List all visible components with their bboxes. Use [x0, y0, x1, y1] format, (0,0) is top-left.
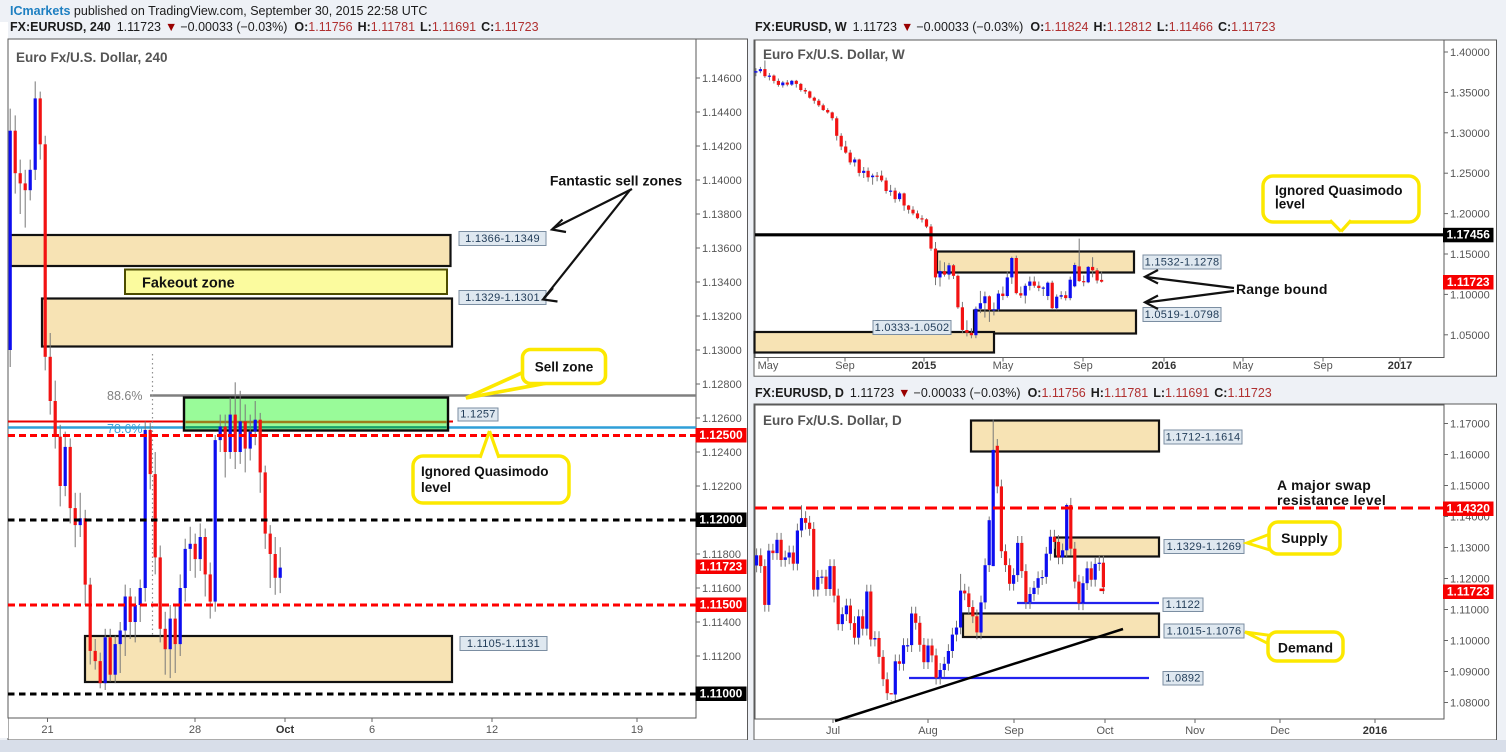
svg-text:1.15000: 1.15000 [1450, 249, 1490, 261]
svg-text:FX:EURUSD, D1.11723▼−0.00033 (: FX:EURUSD, D 1.11723 ▼ −0.00033 (−0.03%) O:1… [755, 386, 1272, 400]
svg-text:1.14600: 1.14600 [702, 73, 742, 85]
svg-text:Supply: Supply [1281, 530, 1328, 546]
svg-text:1.13000: 1.13000 [702, 345, 742, 357]
svg-text:level: level [1275, 197, 1305, 212]
svg-text:1.1122: 1.1122 [1166, 599, 1201, 611]
svg-text:Range bound: Range bound [1236, 281, 1328, 297]
svg-text:1.1329-1.1269: 1.1329-1.1269 [1167, 541, 1242, 553]
svg-text:1.14200: 1.14200 [702, 141, 742, 153]
svg-text:Oct: Oct [1096, 725, 1113, 737]
svg-text:1.11500: 1.11500 [700, 597, 743, 611]
svg-text:ICmarkets published on Trading: ICmarkets published on TradingView.com, … [10, 4, 427, 18]
svg-text:Sep: Sep [1073, 360, 1093, 372]
svg-text:Jul: Jul [826, 725, 840, 737]
svg-text:1.11400: 1.11400 [702, 617, 741, 629]
svg-text:resistance level: resistance level [1277, 492, 1386, 508]
svg-text:Fakeout zone: Fakeout zone [142, 276, 235, 292]
svg-text:1.12200: 1.12200 [702, 481, 742, 493]
svg-text:1.11723: 1.11723 [1447, 584, 1490, 598]
svg-text:1.1329-1.1301: 1.1329-1.1301 [465, 292, 540, 304]
svg-text:1.0892: 1.0892 [1165, 673, 1200, 685]
svg-text:Nov: Nov [1185, 725, 1205, 737]
svg-text:Sep: Sep [1004, 725, 1024, 737]
svg-text:May: May [1233, 360, 1254, 372]
svg-text:1.0519-1.0798: 1.0519-1.0798 [1145, 309, 1220, 321]
svg-text:1.35000: 1.35000 [1450, 87, 1490, 99]
svg-text:88.6%: 88.6% [107, 389, 142, 403]
svg-text:1.11723: 1.11723 [1447, 275, 1490, 289]
svg-text:Demand: Demand [1278, 640, 1333, 656]
svg-text:1.14000: 1.14000 [702, 175, 742, 187]
svg-text:Euro Fx/U.S. Dollar, W: Euro Fx/U.S. Dollar, W [763, 47, 905, 62]
svg-text:1.12800: 1.12800 [702, 379, 742, 391]
svg-text:Ignored Quasimodo: Ignored Quasimodo [421, 464, 549, 479]
svg-text:Aug: Aug [918, 725, 938, 737]
svg-text:1.05000: 1.05000 [1450, 330, 1490, 342]
svg-text:1.1366-1.1349: 1.1366-1.1349 [465, 233, 540, 245]
svg-text:1.1015-1.1076: 1.1015-1.1076 [1167, 626, 1242, 638]
svg-text:1.13800: 1.13800 [702, 209, 742, 221]
svg-text:78.6%: 78.6% [107, 422, 142, 436]
svg-text:Euro Fx/U.S. Dollar, D: Euro Fx/U.S. Dollar, D [763, 413, 902, 428]
svg-text:1.09000: 1.09000 [1450, 667, 1490, 679]
svg-text:FX:EURUSD, W1.11723▼−0.00033 (: FX:EURUSD, W 1.11723 ▼ −0.00033 (−0.03%) O:1… [755, 20, 1275, 34]
svg-text:level: level [421, 480, 451, 495]
svg-text:28: 28 [189, 724, 201, 736]
svg-text:2015: 2015 [912, 360, 936, 372]
svg-text:Sep: Sep [1313, 360, 1333, 372]
svg-text:2017: 2017 [1388, 360, 1412, 372]
svg-text:1.11600: 1.11600 [702, 583, 741, 595]
svg-text:Euro Fx/U.S. Dollar, 240: Euro Fx/U.S. Dollar, 240 [16, 50, 168, 65]
svg-text:1.12000: 1.12000 [699, 512, 743, 526]
svg-text:2016: 2016 [1152, 360, 1176, 372]
svg-text:2016: 2016 [1363, 725, 1387, 737]
svg-text:6: 6 [369, 724, 375, 736]
svg-text:1.11800: 1.11800 [702, 549, 741, 561]
svg-text:1.11000: 1.11000 [700, 686, 743, 700]
svg-text:1.1257: 1.1257 [460, 409, 495, 421]
svg-text:1.1105-1.1131: 1.1105-1.1131 [467, 638, 540, 650]
svg-text:1.08000: 1.08000 [1450, 698, 1490, 710]
svg-text:Sell zone: Sell zone [535, 360, 594, 375]
svg-text:1.30000: 1.30000 [1450, 128, 1490, 140]
svg-text:1.12400: 1.12400 [702, 447, 742, 459]
svg-text:1.13400: 1.13400 [702, 277, 742, 289]
svg-text:A major swap: A major swap [1277, 477, 1371, 493]
svg-text:1.12600: 1.12600 [702, 413, 742, 425]
svg-text:1.1532-1.1278: 1.1532-1.1278 [1145, 257, 1220, 269]
svg-text:Fantastic sell zones: Fantastic sell zones [550, 173, 682, 189]
svg-text:1.11723: 1.11723 [700, 559, 743, 573]
svg-text:1.25000: 1.25000 [1450, 168, 1490, 180]
svg-text:1.11200: 1.11200 [702, 651, 741, 663]
svg-text:Sep: Sep [835, 360, 855, 372]
svg-text:21: 21 [41, 724, 53, 736]
svg-text:1.20000: 1.20000 [1450, 209, 1490, 221]
svg-text:1.13200: 1.13200 [702, 311, 742, 323]
svg-text:1.15000: 1.15000 [1450, 481, 1490, 493]
svg-text:1.14400: 1.14400 [702, 107, 742, 119]
svg-text:Ignored Quasimodo: Ignored Quasimodo [1275, 183, 1403, 198]
svg-text:Dec: Dec [1270, 725, 1290, 737]
svg-text:1.11000: 1.11000 [1450, 605, 1489, 617]
svg-text:1.14320: 1.14320 [1447, 501, 1491, 515]
svg-text:May: May [993, 360, 1014, 372]
svg-text:1.17456: 1.17456 [1447, 228, 1491, 242]
svg-text:19: 19 [631, 724, 643, 736]
svg-text:1.10000: 1.10000 [1450, 636, 1490, 648]
svg-text:1.12500: 1.12500 [699, 428, 743, 442]
svg-text:1.10000: 1.10000 [1450, 289, 1490, 301]
svg-text:1.0333-1.0502: 1.0333-1.0502 [875, 322, 950, 334]
svg-text:1.17000: 1.17000 [1450, 419, 1490, 431]
svg-text:1.12000: 1.12000 [1450, 574, 1490, 586]
svg-text:May: May [758, 360, 779, 372]
svg-text:1.1712-1.1614: 1.1712-1.1614 [1166, 432, 1241, 444]
svg-text:1.13600: 1.13600 [702, 243, 742, 255]
svg-text:12: 12 [486, 724, 498, 736]
svg-text:1.16000: 1.16000 [1450, 450, 1490, 462]
svg-text:Oct: Oct [276, 724, 295, 736]
svg-text:1.40000: 1.40000 [1450, 47, 1490, 59]
svg-text:1.13000: 1.13000 [1450, 543, 1490, 555]
